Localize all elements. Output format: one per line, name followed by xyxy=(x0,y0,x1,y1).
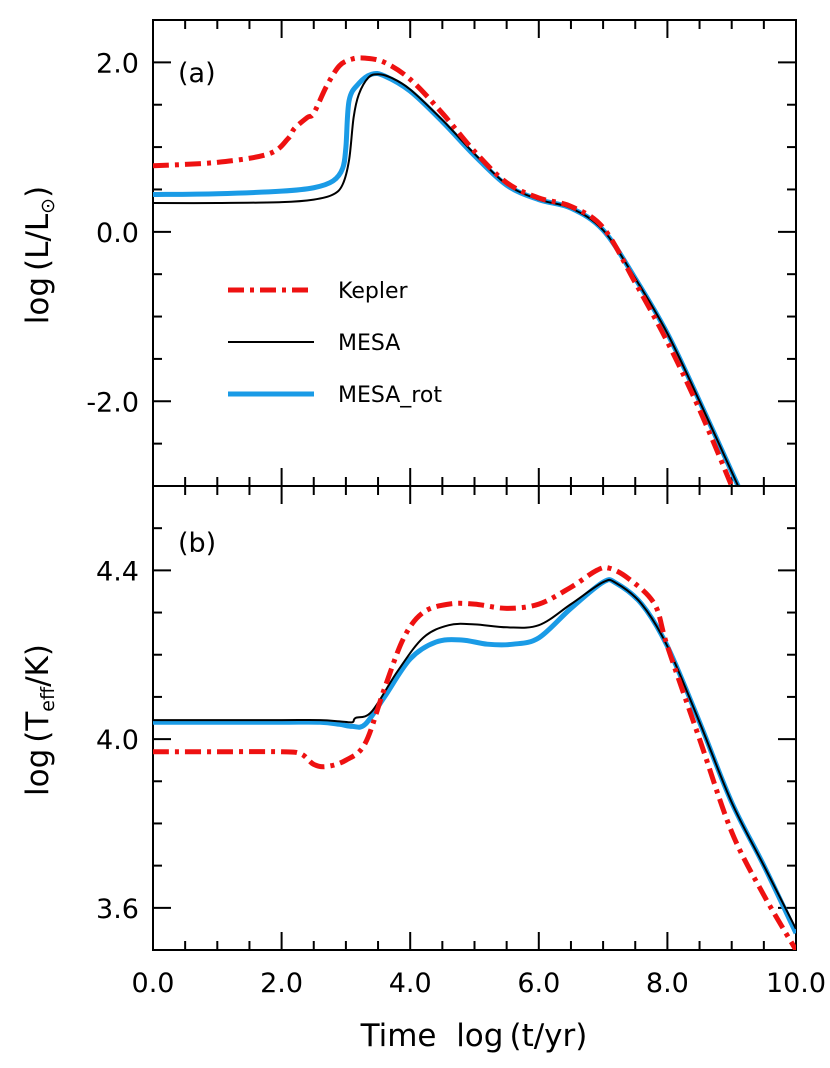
series-mesa-rot-b xyxy=(153,577,796,935)
series-mesa-a xyxy=(153,73,740,486)
panel-b-ylabel: log (Teff/K) xyxy=(20,644,59,796)
series-mesa-b xyxy=(153,578,796,930)
y-tick-label-b: 4.4 xyxy=(96,556,139,587)
panel-a-ticks xyxy=(152,19,797,487)
y-tick-label-a: 0.0 xyxy=(96,218,139,249)
legend-kepler-label: Kepler xyxy=(338,279,408,304)
panel-b-ylabel-open: ( xyxy=(20,731,56,743)
panel-a-ylabel-close: ) xyxy=(20,186,56,198)
panel-b: 4.4 4.0 3.6 0.0 2.0 4.0 6.0 8.0 10.0 (b) log (Te… xyxy=(20,485,827,1054)
panel-a-ylabel-sub: ⊙ xyxy=(37,198,59,214)
y-tick-label-a: -2.0 xyxy=(86,387,139,418)
panel-b-ylabel-tail: /K xyxy=(20,655,56,686)
legend: Kepler MESA MESA_rot xyxy=(228,279,442,408)
x-axis-title-main: (t/yr) xyxy=(509,1018,587,1054)
y-tick-label-b: 3.6 xyxy=(96,894,139,925)
panel-a-ytick-labels: 2.0 0.0 -2.0 xyxy=(86,48,139,418)
panel-b-ylabel-sub: eff xyxy=(37,686,59,712)
x-tick-labels: 0.0 2.0 4.0 6.0 8.0 10.0 xyxy=(132,968,827,999)
series-kepler-b xyxy=(153,564,796,950)
panel-b-ylabel-main: T xyxy=(20,711,56,732)
panel-b-ytick-labels: 4.4 4.0 3.6 xyxy=(96,556,139,924)
panel-a-ylabel-prefix: log xyxy=(20,277,56,324)
x-tick-label: 6.0 xyxy=(517,968,560,999)
panel-b-ticks xyxy=(152,485,797,951)
y-tick-label-a: 2.0 xyxy=(96,48,139,79)
x-tick-label: 4.0 xyxy=(389,968,432,999)
x-tick-label: 10.0 xyxy=(766,968,826,999)
panel-b-ylabel-close: ) xyxy=(20,644,56,656)
panel-b-label: (b) xyxy=(178,528,216,559)
x-tick-label: 2.0 xyxy=(260,968,303,999)
x-tick-label: 0.0 xyxy=(132,968,175,999)
x-axis-title-prefix: Time log xyxy=(360,1018,504,1054)
panel-a-ylabel-open: ( xyxy=(20,259,56,271)
panel-a-series xyxy=(153,55,741,486)
series-kepler-a xyxy=(153,55,735,486)
y-tick-label-b: 4.0 xyxy=(96,725,139,756)
x-axis-title: Time log (t/yr) xyxy=(360,1018,588,1054)
panel-b-ylabel-prefix: log xyxy=(20,749,56,796)
panel-a-ylabel: log (L/L⊙) xyxy=(20,186,59,324)
x-tick-label: 8.0 xyxy=(646,968,689,999)
panel-a: 2.0 0.0 -2.0 (a) Kepler MESA MESA_rot log (… xyxy=(20,19,797,487)
legend-mesa-rot-label: MESA_rot xyxy=(338,383,442,408)
panel-b-series xyxy=(153,564,796,950)
series-mesa-rot-a xyxy=(153,70,741,486)
panel-a-label: (a) xyxy=(178,58,216,89)
legend-mesa-label: MESA xyxy=(338,331,400,356)
panel-a-ylabel-main: L/L xyxy=(20,213,56,259)
panel-a-frame xyxy=(152,19,797,487)
